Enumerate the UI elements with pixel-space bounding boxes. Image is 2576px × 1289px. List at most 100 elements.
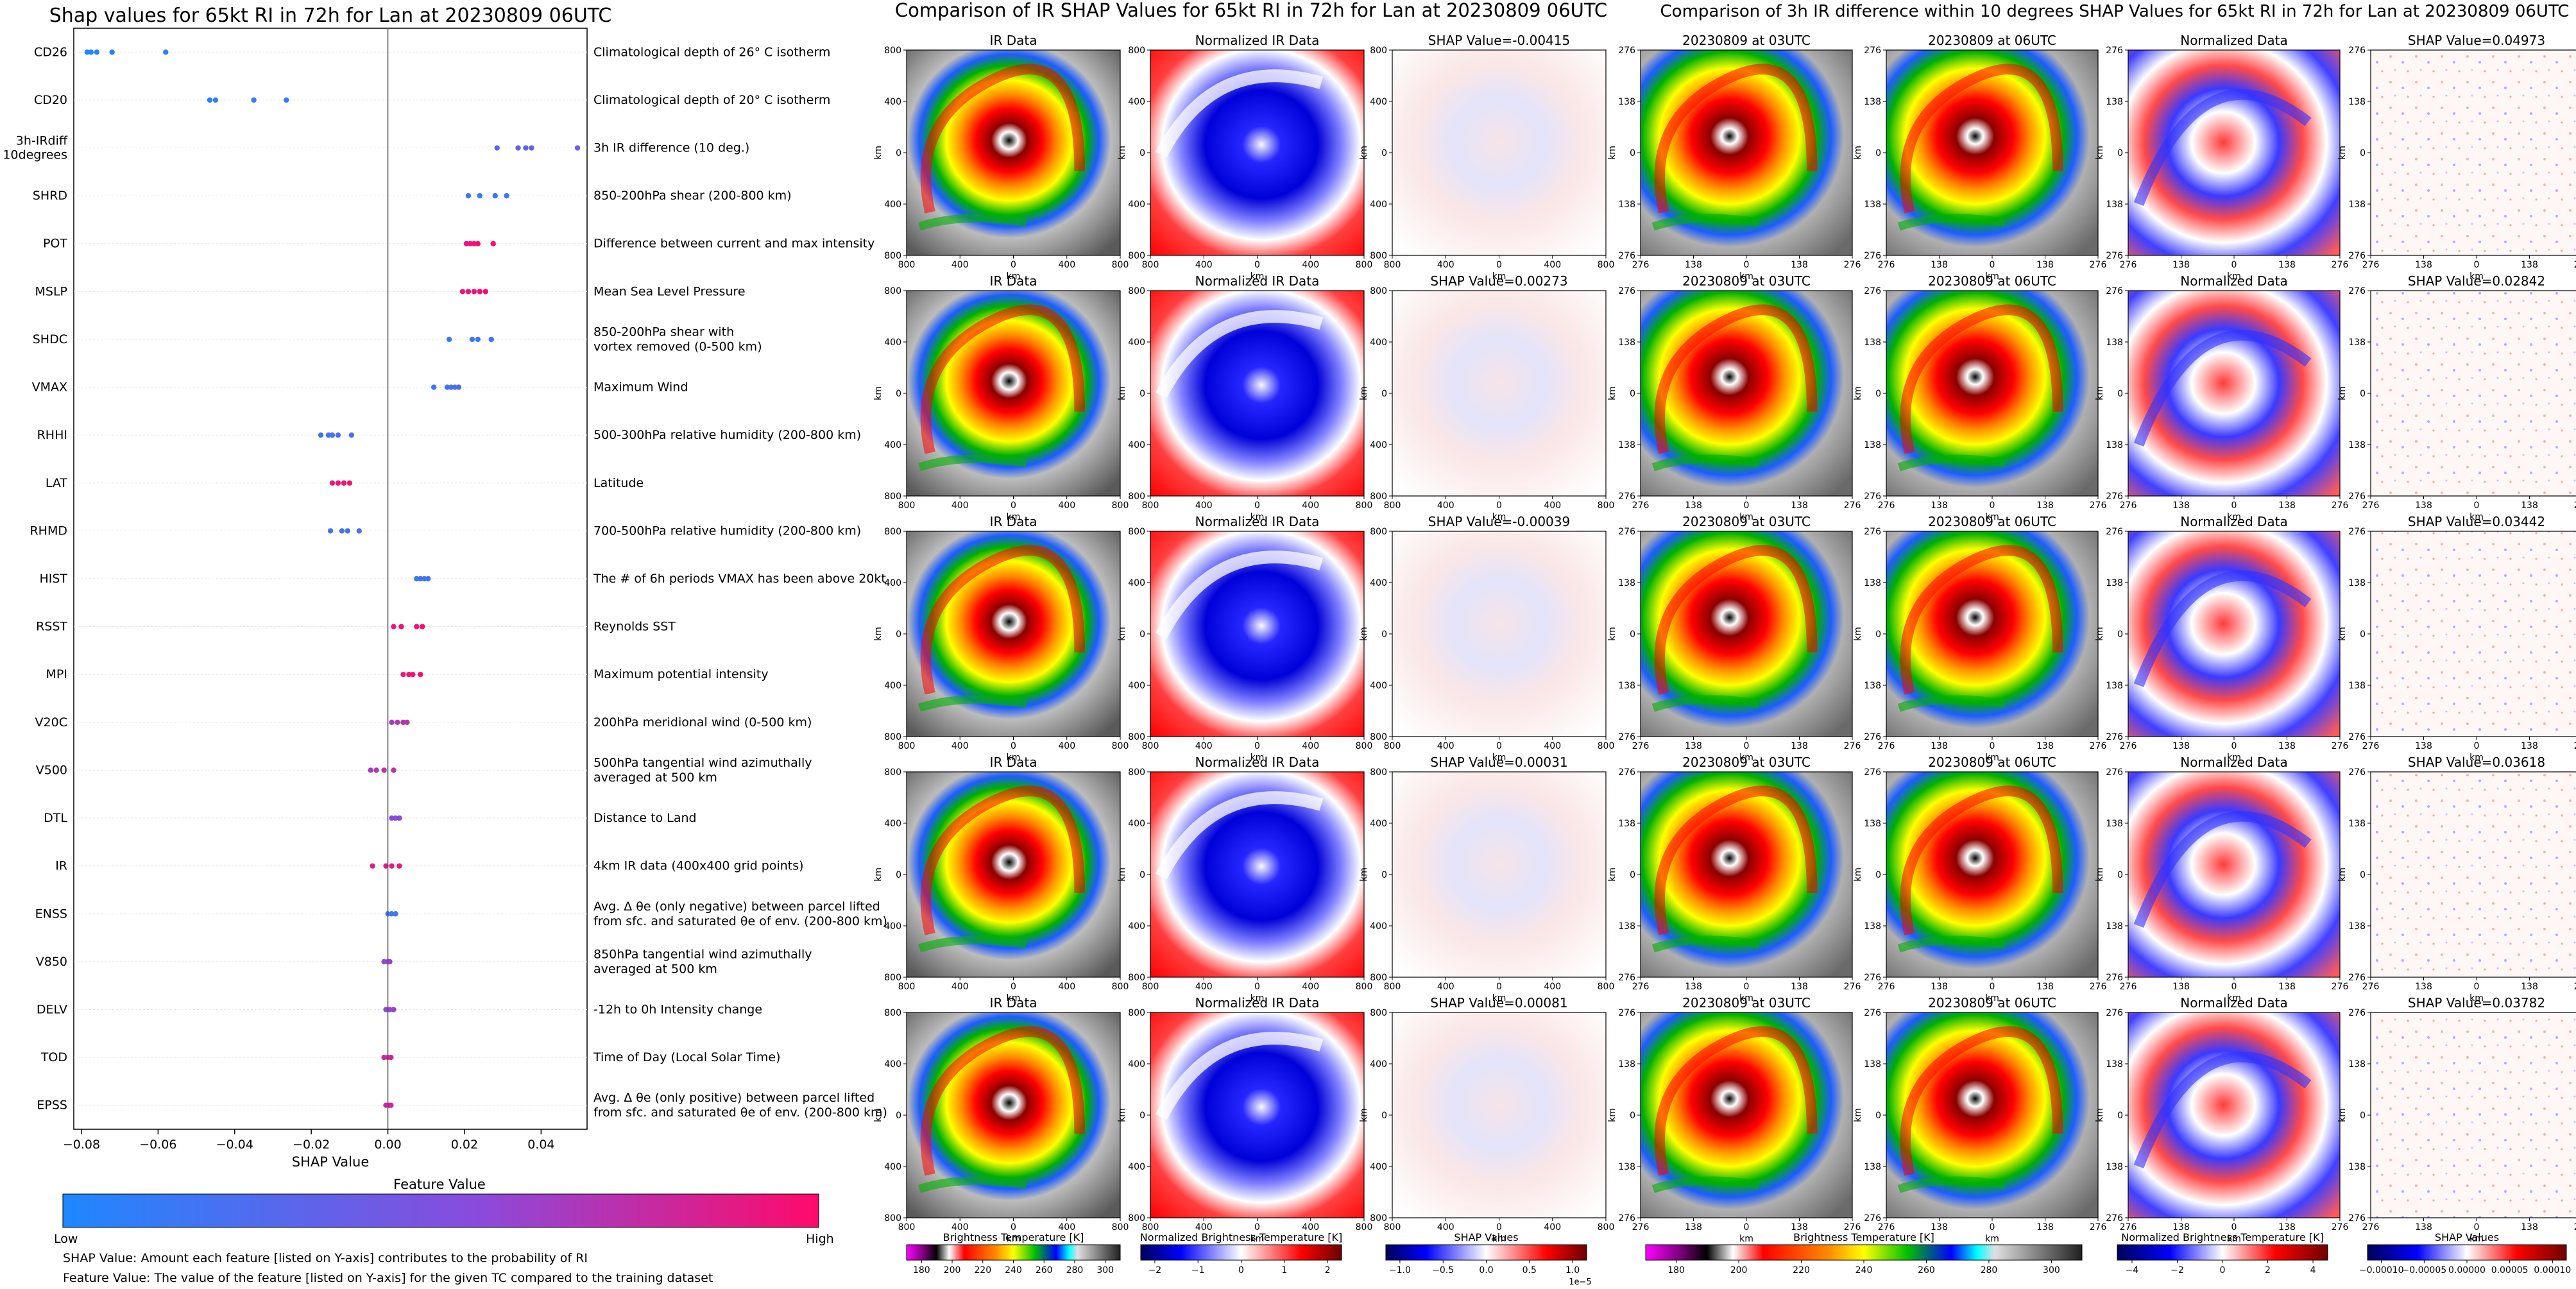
image-title: 20230809 at 06UTC	[1928, 514, 2056, 529]
x-tick-label: 276	[2362, 1222, 2380, 1233]
y-tick-label: 0	[896, 148, 901, 158]
image-title: SHAP Value=0.03782	[2408, 995, 2545, 1011]
x-tick-label: 276	[1878, 1222, 1895, 1233]
feature-label: CD26	[34, 45, 67, 59]
x-axis-label: SHAP Value	[292, 1154, 370, 1170]
y-axis-label: km	[2337, 1108, 2348, 1122]
ir-rainband	[917, 454, 1027, 472]
feature-description: Climatological depth of 26° C isotherm	[593, 45, 830, 59]
x-tick-label: 138	[2278, 1222, 2296, 1233]
x-tick-label: 0	[1254, 1222, 1260, 1233]
image-title: Normalized IR Data	[1195, 514, 1320, 529]
colorbar-tick-label: 0	[2220, 1265, 2226, 1276]
feature-label: ENSS	[35, 907, 67, 921]
colorbar-tick-label: 0.0	[1479, 1265, 1493, 1276]
x-tick-label: 400	[1544, 1222, 1561, 1233]
y-axis-label: km	[873, 627, 883, 641]
y-tick-label: 400	[884, 819, 901, 829]
image-title: SHAP Value=0.00273	[1430, 273, 1567, 289]
norm-diff-band	[2133, 811, 2312, 928]
norm-cloud-band	[1155, 1032, 1324, 1120]
shap-point	[329, 480, 336, 486]
y-tick-label: 800	[1370, 46, 1387, 56]
shap-point	[356, 528, 362, 534]
x-tick-label: 0	[1744, 260, 1750, 270]
x-tick-label: 138	[2172, 260, 2190, 270]
y-tick-label: 800	[1128, 251, 1145, 261]
colorbar-label: Brightness Temperature [K]	[943, 1231, 1084, 1243]
ir-spiral-band	[1654, 1026, 1818, 1176]
shap-field	[1392, 772, 1606, 977]
y-tick-label: 276	[2106, 1213, 2123, 1224]
y-tick-label: 138	[2106, 578, 2123, 588]
feature-description: 700-500hPa relative humidity (200-800 km…	[593, 524, 861, 538]
x-axis-label: km	[1250, 993, 1265, 1003]
feature-description: 500hPa tangential wind azimuthally	[593, 756, 812, 770]
feature-label: EPSS	[37, 1098, 67, 1113]
colorbar-offset: 1e−5	[1569, 1277, 1591, 1287]
y-tick-label: 0	[2117, 870, 2123, 880]
ir-spiral-band	[1654, 545, 1818, 695]
y-tick-label: 138	[2106, 337, 2123, 348]
x-tick-label: 276	[2332, 741, 2349, 751]
x-tick-label: 400	[1437, 1222, 1454, 1233]
shap-point	[389, 863, 395, 869]
y-tick-label: 138	[2106, 1059, 2123, 1070]
image-title: 20230809 at 06UTC	[1928, 755, 2056, 770]
x-tick-label: 138	[2521, 500, 2538, 511]
shap-point	[389, 911, 395, 917]
x-tick-label: 138	[2172, 500, 2190, 511]
colorbar-title: Feature Value	[393, 1177, 486, 1192]
colorbar-tick-label: −2	[1148, 1265, 1162, 1276]
y-tick-label: 138	[2348, 337, 2366, 348]
ir-rainband	[1651, 1176, 1760, 1193]
y-tick-label: 138	[2348, 200, 2366, 210]
x-axis-label: km	[1739, 271, 1753, 282]
x-tick-label: 0	[1011, 260, 1016, 270]
x-tick-label: 800	[1598, 741, 1615, 751]
colorbar-tick-label: 0.00005	[2491, 1265, 2529, 1276]
shap-point	[383, 1007, 389, 1012]
colorbar	[906, 1244, 1121, 1261]
x-tick-label: 138	[2278, 260, 2296, 270]
x-tick-label: 800	[898, 982, 916, 992]
y-axis-label: km	[1607, 386, 1617, 400]
x-tick-label: 800	[1598, 500, 1615, 511]
x-tick-label: 400	[1195, 982, 1213, 992]
y-tick-label: 276	[1618, 1008, 1635, 1018]
y-tick-label: 138	[2348, 819, 2366, 829]
x-tick-label: 0	[1254, 260, 1260, 270]
x-tick-label: 800	[1142, 982, 1159, 992]
y-tick-label: 400	[1128, 578, 1145, 588]
x-axis-label: km	[2227, 271, 2241, 282]
shap-point	[459, 289, 466, 295]
x-tick-label: 800	[1142, 1222, 1159, 1233]
shap-point	[410, 672, 416, 678]
colorbar-tick-label: −1	[1191, 1265, 1205, 1276]
x-axis-label: km	[1250, 271, 1265, 282]
y-tick-label: 276	[2348, 1008, 2366, 1018]
shap-point	[212, 97, 219, 103]
feature-label: VMAX	[32, 380, 67, 395]
x-tick-label: 0.04	[527, 1138, 554, 1152]
ir-rainband	[1651, 214, 1760, 231]
x-tick-label: 400	[1195, 260, 1213, 270]
y-tick-label: 138	[1864, 1162, 1881, 1172]
x-tick-label: 0	[1744, 1222, 1750, 1233]
y-axis-label: km	[1607, 867, 1617, 882]
y-tick-label: 138	[2348, 1059, 2366, 1070]
image-title: IR Data	[990, 995, 1037, 1011]
y-tick-label: 800	[884, 491, 901, 502]
image-title: Normalized Data	[2180, 273, 2288, 289]
x-tick-label: 138	[2521, 982, 2538, 992]
shap-point	[251, 97, 257, 103]
x-tick-label: 0	[1990, 741, 1995, 751]
colorbar-tick-label: 0.00000	[2448, 1265, 2486, 1276]
x-tick-label: 276	[1878, 260, 1895, 270]
shap-point	[452, 384, 458, 390]
y-tick-label: 400	[1370, 1162, 1387, 1172]
chart-title: Shap values for 65kt RI in 72h for Lan a…	[49, 4, 612, 27]
shap-point	[393, 911, 398, 917]
x-tick-label: 138	[2172, 982, 2190, 992]
y-tick-label: 800	[884, 1213, 901, 1224]
